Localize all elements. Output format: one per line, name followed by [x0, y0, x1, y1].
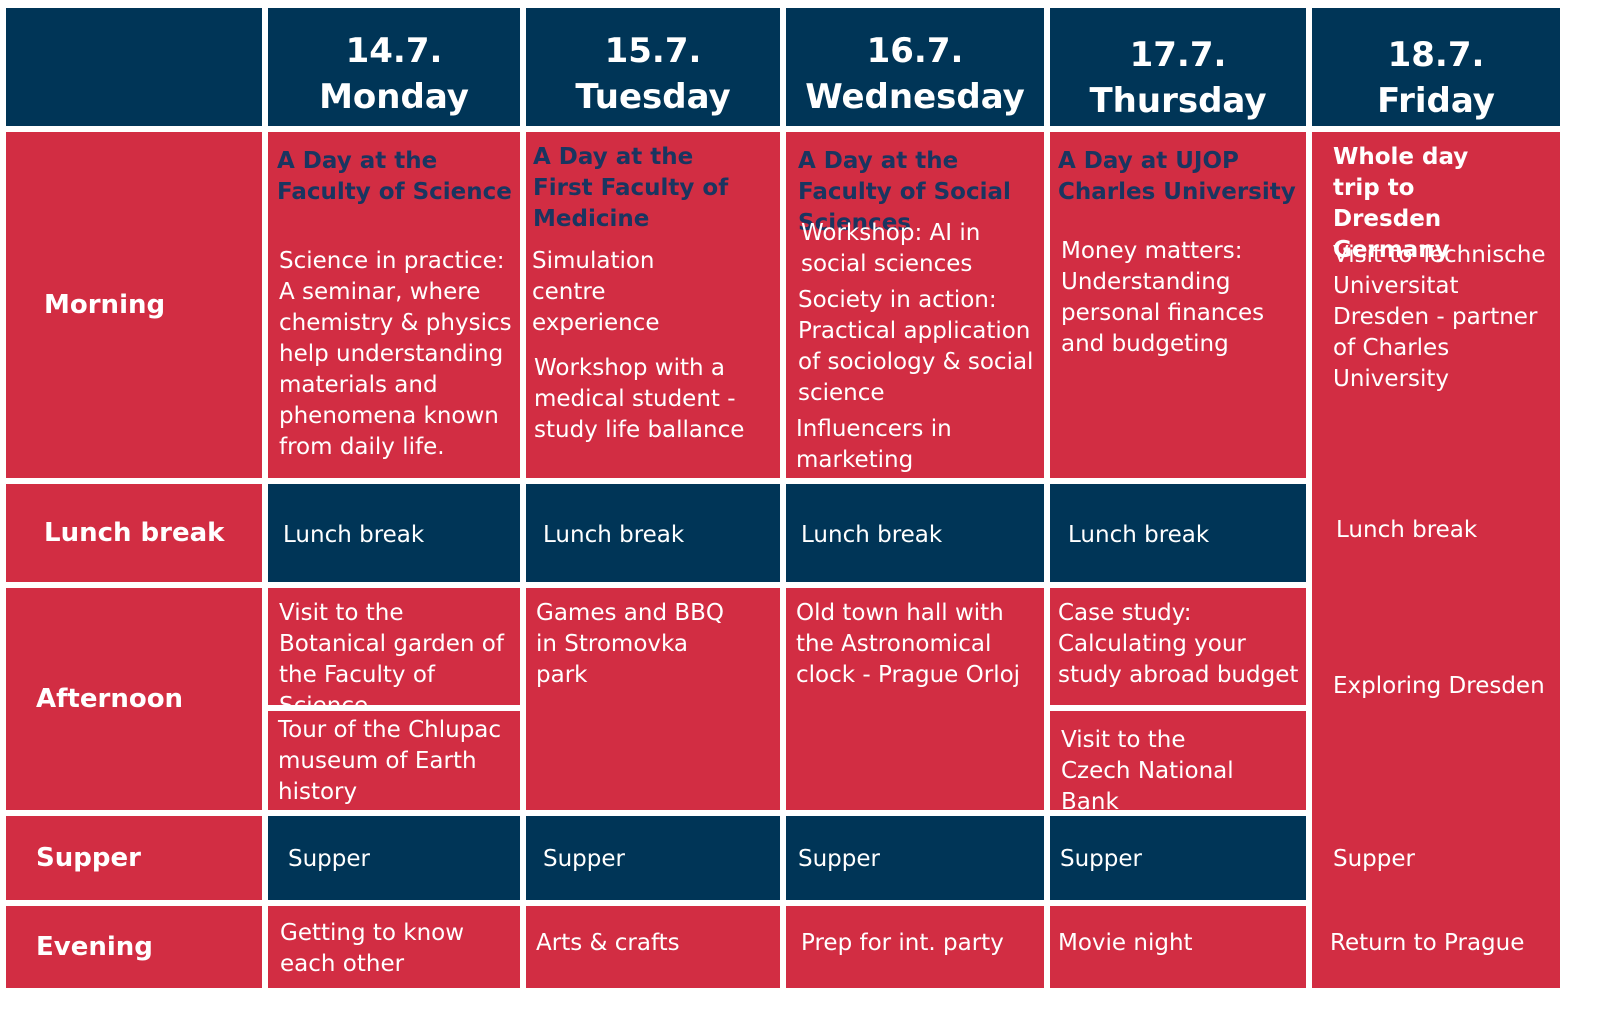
row-label-evening: Evening: [6, 906, 262, 988]
tuesday-evening: Arts & crafts: [526, 906, 780, 988]
tuesday-afternoon: Games and BBQ in Stromovka park: [526, 588, 780, 810]
monday-afternoon-2-text: Tour of the Chlupac museum of Earth hist…: [278, 717, 502, 805]
row-label-lunch: Lunch break: [6, 484, 262, 582]
monday-evening: Getting to know each other: [268, 906, 520, 988]
monday-afternoon-1-text: Visit to the Botanical garden of the Fac…: [279, 600, 504, 719]
tuesday-afternoon-text: Games and BBQ in Stromovka park: [536, 600, 725, 688]
wednesday-afternoon: Old town hall with the Astronomical cloc…: [786, 588, 1044, 810]
monday-supper: Supper: [268, 816, 520, 900]
monday-morning: A Day at the Faculty of Science Science …: [268, 132, 520, 478]
wednesday-morning-text-2: Society in action: Practical application…: [798, 287, 1034, 406]
monday-morning-title: A Day at the Faculty of Science: [277, 148, 512, 205]
thursday-supper: Supper: [1050, 816, 1306, 900]
day-date: 16.7.: [866, 31, 964, 71]
row-label-afternoon: Afternoon: [6, 588, 262, 810]
tuesday-lunch: Lunch break: [526, 484, 780, 582]
header-corner: [6, 8, 262, 126]
day-date: 15.7.: [604, 31, 702, 71]
friday-morning-title: Whole day trip to Dresden Germany: [1333, 144, 1469, 263]
friday-column: Whole day trip to Dresden Germany Visit …: [1312, 132, 1560, 988]
row-label-text: Afternoon: [36, 684, 184, 714]
thursday-morning: A Day at UJOP Charles University Money m…: [1050, 132, 1306, 478]
thursday-morning-title: A Day at UJOP Charles University: [1058, 148, 1296, 205]
thursday-morning-text: Money matters: Understanding personal fi…: [1061, 238, 1265, 357]
header-tuesday: 15.7. Tuesday: [526, 8, 780, 126]
monday-supper-text: Supper: [288, 846, 370, 872]
tuesday-supper-text: Supper: [543, 846, 625, 872]
thursday-evening-text: Movie night: [1058, 930, 1193, 956]
thursday-afternoon-1: Case study: Calculating your study abroa…: [1050, 588, 1306, 705]
wednesday-lunch-text: Lunch break: [801, 522, 943, 548]
friday-supper-text: Supper: [1333, 846, 1415, 872]
thursday-lunch-text: Lunch break: [1068, 522, 1210, 548]
wednesday-evening: Prep for int. party: [786, 906, 1044, 988]
tuesday-morning-title: A Day at the First Faculty of Medicine: [533, 144, 729, 232]
tuesday-morning-text-1: Simulation centre experience: [532, 248, 660, 336]
row-label-text: Evening: [36, 932, 153, 962]
header-thursday: 17.7. Thursday: [1050, 8, 1306, 126]
friday-lunch-text: Lunch break: [1336, 517, 1478, 543]
wednesday-morning-text-3: Influencers in marketing: [796, 416, 952, 473]
header-wednesday: 16.7. Wednesday: [786, 8, 1044, 126]
thursday-evening: Movie night: [1050, 906, 1306, 988]
day-name: Monday: [319, 77, 469, 117]
row-label-morning: Morning: [6, 132, 262, 478]
day-name: Wednesday: [805, 77, 1025, 117]
monday-lunch-text: Lunch break: [283, 522, 425, 548]
friday-evening-text: Return to Prague: [1330, 930, 1525, 956]
day-date: 17.7.: [1129, 35, 1227, 75]
wednesday-supper-text: Supper: [798, 846, 880, 872]
day-date: 14.7.: [345, 31, 443, 71]
row-label-text: Supper: [36, 843, 141, 873]
wednesday-supper: Supper: [786, 816, 1044, 900]
header-friday: 18.7. Friday: [1312, 8, 1560, 126]
thursday-afternoon-2-text: Visit to the Czech National Bank: [1061, 727, 1234, 815]
tuesday-lunch-text: Lunch break: [543, 522, 685, 548]
wednesday-lunch: Lunch break: [786, 484, 1044, 582]
day-name: Friday: [1377, 81, 1495, 121]
friday-morning-text: Visit to Technische Universitat Dresden …: [1333, 242, 1546, 392]
wednesday-evening-text: Prep for int. party: [801, 930, 1004, 956]
tuesday-evening-text: Arts & crafts: [536, 930, 680, 956]
friday-afternoon-text: Exploring Dresden: [1333, 673, 1545, 699]
wednesday-morning-text-1: Workshop: AI in social sciences: [801, 220, 981, 277]
wednesday-morning-title: A Day at the Faculty of Social Sciences: [798, 148, 1011, 236]
day-date: 18.7.: [1387, 35, 1485, 75]
thursday-afternoon-1-text: Case study: Calculating your study abroa…: [1058, 600, 1299, 688]
day-name: Thursday: [1089, 81, 1267, 121]
thursday-lunch: Lunch break: [1050, 484, 1306, 582]
header-monday: 14.7. Monday: [268, 8, 520, 126]
monday-afternoon-2: Tour of the Chlupac museum of Earth hist…: [268, 711, 520, 810]
wednesday-afternoon-text: Old town hall with the Astronomical cloc…: [796, 600, 1021, 688]
monday-lunch: Lunch break: [268, 484, 520, 582]
tuesday-morning: A Day at the First Faculty of Medicine S…: [526, 132, 780, 478]
row-label-supper: Supper: [6, 816, 262, 900]
thursday-afternoon-2: Visit to the Czech National Bank: [1050, 711, 1306, 815]
day-name: Tuesday: [575, 77, 731, 117]
tuesday-supper: Supper: [526, 816, 780, 900]
monday-evening-text: Getting to know each other: [280, 920, 465, 977]
row-label-text: Lunch break: [44, 518, 225, 548]
monday-morning-text: Science in practice: A seminar, where ch…: [279, 248, 512, 460]
tuesday-morning-text-2: Workshop with a medical student - study …: [534, 355, 745, 443]
thursday-supper-text: Supper: [1060, 846, 1142, 872]
monday-afternoon-1: Visit to the Botanical garden of the Fac…: [268, 588, 520, 719]
wednesday-morning: A Day at the Faculty of Social Sciences …: [786, 132, 1044, 478]
row-label-text: Morning: [44, 290, 166, 320]
